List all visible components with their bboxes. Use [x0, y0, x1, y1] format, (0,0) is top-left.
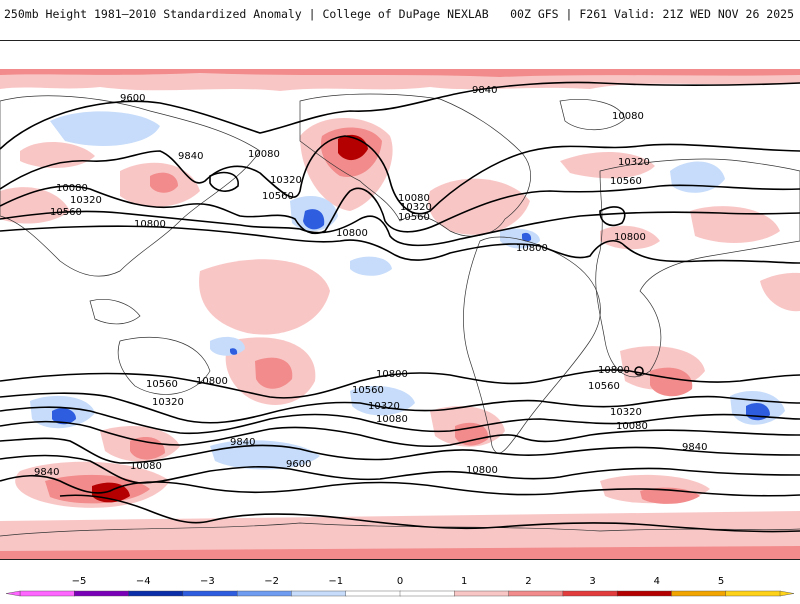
contour-label: 10560: [262, 191, 294, 202]
height-contours: [0, 81, 800, 533]
contour-label: 9600: [286, 459, 311, 470]
colorbar-tick-label: 1: [461, 576, 467, 587]
colorbar-min-arrow: [5, 590, 21, 597]
colorbar-svg: −5 −4 −3 −2 −1 0 1 2 3 4 5: [5, 576, 795, 597]
contour-label: 10560: [352, 385, 384, 396]
header: 250mb Height 1981–2010 Standardized Anom…: [0, 0, 800, 30]
contour-label: 9840: [34, 467, 59, 478]
contour-label: 10080: [398, 193, 430, 204]
model-run-valid-time: 00Z GFS | F261 Valid: 21Z WED NOV 26 202…: [510, 7, 794, 21]
colorbar-segment: [399, 590, 455, 597]
contour-label: 10560: [398, 212, 430, 223]
contour-label: 9840: [230, 437, 255, 448]
contour-label: 10080: [130, 461, 162, 472]
contour-label: 10800: [196, 376, 228, 387]
contour-label: 10800: [614, 232, 646, 243]
colorbar-tick-label: 2: [525, 576, 531, 587]
contour-label: 10560: [610, 176, 642, 187]
colorbar-segment: [74, 590, 130, 597]
contour-label: 10320: [610, 407, 642, 418]
contour-label: 10800: [336, 228, 368, 239]
colorbar-segment: [345, 590, 401, 597]
colorbar-tick-label: 4: [654, 576, 660, 587]
colorbar-segment: [671, 590, 727, 597]
colorbar-tick-label: −1: [328, 576, 343, 587]
contour-label: 9840: [178, 151, 203, 162]
contour-label: 10800: [598, 365, 630, 376]
contour-label: 10560: [146, 379, 178, 390]
contour-label: 10320: [400, 202, 432, 213]
contour-label: 10800: [376, 369, 408, 380]
moderate-positive-anomaly: [0, 69, 800, 559]
colorbar-segment: [291, 590, 347, 597]
coastlines: [0, 93, 800, 454]
contour-label: 10080: [248, 149, 280, 160]
contour-label: 10800: [516, 243, 548, 254]
colorbar-segment: [725, 590, 781, 597]
colorbar-segment: [508, 590, 564, 597]
map-panel: 9600 9840 10080 10320 10560 10080 10320 …: [0, 40, 800, 560]
colorbar-segment: [236, 590, 293, 597]
colorbar-segment: [19, 590, 75, 597]
contour-label: 9840: [682, 442, 707, 453]
contour-label: 10080: [376, 414, 408, 425]
colorbar-segment: [562, 590, 618, 597]
colorbar-tick-label: −2: [264, 576, 279, 587]
colorbar-segment: [128, 590, 184, 597]
contour-label: 9840: [472, 85, 497, 96]
colorbar: −5 −4 −3 −2 −1 0 1 2 3 4 5: [0, 570, 800, 600]
colorbar-tick-label: 3: [589, 576, 595, 587]
colorbar-tick-label: 0: [397, 576, 403, 587]
map-svg: 9600 9840 10080 10320 10560 10080 10320 …: [0, 41, 800, 559]
map-title: 250mb Height 1981–2010 Standardized Anom…: [4, 7, 489, 21]
colorbar-max-arrow: [779, 590, 795, 597]
colorbar-segments: [5, 590, 795, 597]
contour-label: 10320: [270, 175, 302, 186]
colorbar-tick-label: 5: [718, 576, 724, 587]
contour-label: 10560: [588, 381, 620, 392]
colorbar-segment: [182, 590, 238, 597]
colorbar-tick-labels: −5 −4 −3 −2 −1 0 1 2 3 4 5: [72, 576, 725, 587]
contour-label: 10800: [134, 219, 166, 230]
colorbar-segment: [616, 590, 673, 597]
contour-labels: 9600 9840 10080 10320 10560 10080 10320 …: [34, 85, 707, 478]
colorbar-segment: [454, 590, 510, 597]
contour-label: 10080: [56, 183, 88, 194]
contour-label: 10320: [152, 397, 184, 408]
contour-label: 10560: [50, 207, 82, 218]
contour-label: 10080: [612, 111, 644, 122]
contour-label: 10080: [616, 421, 648, 432]
colorbar-tick-label: −3: [200, 576, 215, 587]
contour-label: 10320: [70, 195, 102, 206]
contour-label: 10320: [368, 401, 400, 412]
contour-label: 9600: [120, 93, 145, 104]
colorbar-tick-label: −4: [136, 576, 151, 587]
contour-label: 10320: [618, 157, 650, 168]
contour-label: 10800: [466, 465, 498, 476]
colorbar-tick-label: −5: [72, 576, 87, 587]
